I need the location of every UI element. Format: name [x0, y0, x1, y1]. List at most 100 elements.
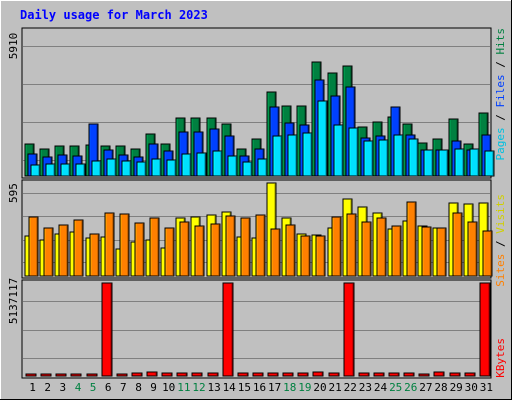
bar-pages-day-5: [91, 160, 102, 177]
bar-sites-day-31: [482, 230, 493, 277]
label-hits: Hits: [494, 28, 507, 55]
bar-kbytes-day-5: [86, 373, 98, 377]
x-tick-label-19: 19: [298, 381, 311, 394]
bar-sites-day-23: [361, 221, 372, 277]
bar-pages-day-12: [196, 152, 207, 177]
panels: [21, 27, 492, 379]
bar-kbytes-day-4: [70, 373, 82, 377]
x-tick-label-2: 2: [44, 381, 51, 394]
ymax-label-hits: 5910: [7, 33, 20, 60]
x-tick-label-13: 13: [207, 381, 220, 394]
x-tick-label-22: 22: [344, 381, 357, 394]
x-tick-label-27: 27: [419, 381, 432, 394]
bar-sites-day-3: [58, 224, 69, 277]
x-tick-label-21: 21: [328, 381, 341, 394]
bar-sites-day-22: [346, 213, 357, 277]
x-tick-label-25: 25: [389, 381, 402, 394]
bar-pages-day-18: [287, 134, 298, 177]
x-tick-label-8: 8: [135, 381, 142, 394]
bar-sites-day-9: [149, 217, 160, 277]
bar-pages-day-2: [45, 163, 56, 177]
x-tick-label-23: 23: [359, 381, 372, 394]
bars: [24, 61, 495, 377]
bar-kbytes-day-24: [373, 372, 385, 377]
bar-sites-day-30: [467, 221, 478, 277]
x-tick-label-31: 31: [480, 381, 493, 394]
bar-kbytes-day-1: [25, 373, 37, 377]
bar-pages-day-25: [393, 134, 404, 177]
label-kbytes: KBytes: [494, 338, 507, 378]
bar-kbytes-day-27: [418, 373, 430, 377]
bar-pages-day-26: [408, 138, 419, 177]
bar-pages-day-24: [378, 139, 389, 177]
bar-kbytes-day-3: [55, 373, 67, 377]
bar-sites-day-16: [255, 214, 266, 277]
bar-sites-day-28: [436, 227, 447, 277]
bar-kbytes-day-7: [116, 373, 128, 377]
bar-pages-day-13: [212, 150, 223, 177]
bar-sites-day-8: [134, 222, 145, 277]
axis-label-kbytes: KBytes: [494, 338, 507, 378]
bar-pages-day-3: [60, 163, 71, 177]
bar-sites-day-17: [270, 228, 281, 277]
bar-sites-day-24: [376, 217, 387, 277]
bar-sites-day-1: [28, 216, 39, 277]
bar-sites-day-2: [43, 227, 54, 277]
bar-kbytes-day-31: [479, 282, 491, 377]
bar-sites-day-7: [119, 213, 130, 277]
x-tick-label-20: 20: [313, 381, 326, 394]
ymax-label-kbytes: 5137117: [7, 278, 20, 324]
bar-kbytes-day-22: [343, 282, 355, 377]
bar-pages-day-15: [242, 161, 253, 177]
bar-pages-day-29: [454, 148, 465, 177]
x-tick-label-15: 15: [238, 381, 251, 394]
label-visits: Visits: [494, 194, 507, 234]
bar-pages-day-19: [302, 132, 313, 177]
bar-kbytes-day-29: [449, 372, 461, 377]
x-tick-label-11: 11: [177, 381, 190, 394]
label-files: Files: [494, 74, 507, 107]
x-tick-label-10: 10: [162, 381, 175, 394]
x-tick-label-7: 7: [120, 381, 127, 394]
bar-sites-day-5: [89, 233, 100, 277]
bar-pages-day-30: [469, 148, 480, 177]
bar-kbytes-day-15: [237, 372, 249, 377]
bar-pages-day-7: [121, 160, 132, 177]
bar-pages-day-6: [106, 158, 117, 177]
label-separator-1: /: [494, 108, 507, 128]
bar-sites-day-15: [240, 217, 251, 277]
bar-pages-day-27: [423, 149, 434, 177]
x-tick-label-16: 16: [253, 381, 266, 394]
x-tick-label-9: 9: [150, 381, 157, 394]
bar-kbytes-day-8: [131, 372, 143, 377]
bar-sites-day-11: [179, 221, 190, 277]
bar-pages-day-21: [333, 124, 344, 177]
bar-kbytes-day-9: [146, 371, 158, 377]
bar-kbytes-day-13: [207, 372, 219, 377]
bar-sites-day-4: [73, 219, 84, 277]
bar-kbytes-day-11: [176, 372, 188, 377]
x-tick-label-3: 3: [59, 381, 66, 394]
bar-sites-day-6: [104, 212, 115, 277]
bar-sites-day-14: [225, 215, 236, 277]
bar-sites-day-12: [194, 225, 205, 277]
bar-kbytes-day-6: [101, 282, 113, 377]
bar-kbytes-day-23: [358, 372, 370, 377]
bar-sites-day-29: [452, 212, 463, 277]
x-tick-label-12: 12: [192, 381, 205, 394]
bar-kbytes-day-28: [433, 371, 445, 377]
x-tick-label-28: 28: [434, 381, 447, 394]
bar-kbytes-day-20: [312, 371, 324, 377]
bar-pages-day-11: [181, 153, 192, 177]
label-pages: Pages: [494, 127, 507, 160]
axis-label-visits-sites: Sites / Visits: [494, 194, 507, 287]
bar-pages-day-31: [484, 150, 495, 177]
bar-pages-day-1: [30, 164, 41, 177]
bar-kbytes-day-2: [40, 373, 52, 377]
x-tick-label-6: 6: [105, 381, 112, 394]
bar-pages-day-23: [363, 140, 374, 177]
bar-kbytes-day-14: [222, 282, 234, 377]
bar-sites-day-18: [285, 224, 296, 277]
bar-kbytes-day-10: [161, 372, 173, 377]
